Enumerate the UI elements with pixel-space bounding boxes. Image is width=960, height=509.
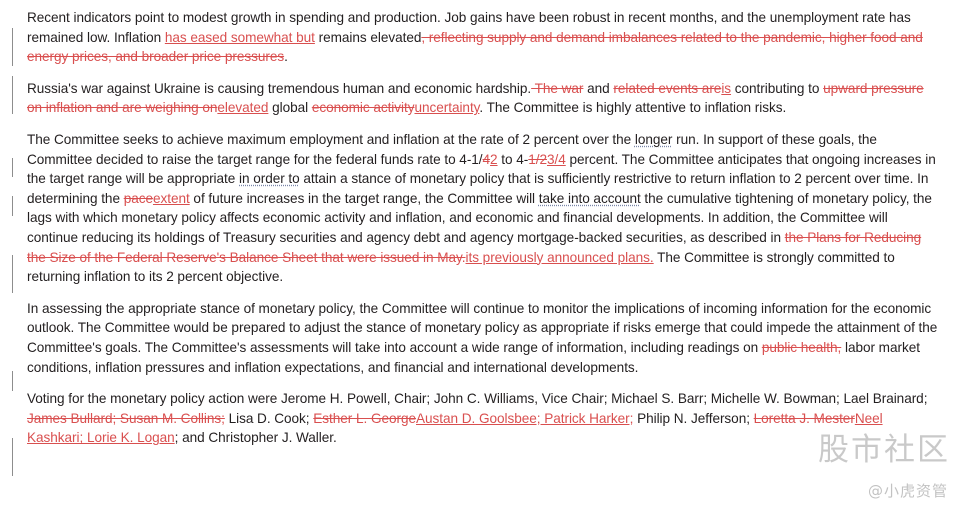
deleted-text[interactable]: pace (123, 190, 153, 206)
inserted-text[interactable]: 2 (490, 151, 498, 167)
body-text: and (583, 80, 614, 96)
format-change-text[interactable]: in order to (239, 171, 300, 187)
change-bar-margin (0, 0, 27, 509)
document-body: Recent indicators point to modest growth… (27, 8, 938, 448)
body-text: the cumulative tightening of monetary po… (27, 190, 932, 245)
deleted-text[interactable]: related events are (613, 80, 722, 96)
body-text: labor market conditions, inflation press… (27, 339, 920, 375)
body-text: remains elevated (314, 29, 422, 45)
inserted-text[interactable]: has eased somewhat but (164, 29, 315, 45)
paragraph-p2: Russia's war against Ukraine is causing … (27, 79, 938, 118)
format-change-text[interactable]: take into account (538, 190, 641, 206)
changebar-para2 (12, 76, 13, 114)
deleted-text[interactable]: the Plans for Reducing the Size of the F… (27, 229, 922, 265)
body-text: attain a stance of monetary policy that … (27, 171, 929, 206)
paragraph-p4: In assessing the appropriate stance of m… (27, 299, 938, 377)
body-text: contributing to (731, 80, 824, 96)
body-text: The Committee is strongly committed to r… (27, 249, 895, 285)
deleted-text[interactable]: 4 (482, 151, 491, 167)
deleted-text[interactable]: economic activity (311, 100, 415, 116)
changebar-para1 (12, 28, 13, 66)
paragraph-p3: The Committee seeks to achieve maximum e… (27, 130, 938, 287)
body-text: In assessing the appropriate stance of m… (27, 300, 938, 355)
body-text: Voting for the monetary policy action we… (27, 391, 928, 407)
inserted-text[interactable]: is (721, 80, 732, 96)
inserted-text[interactable]: its previously announced plans. (465, 249, 654, 265)
inserted-text[interactable]: 3/4 (547, 151, 566, 167)
watermark-handle: @小虎资管 (867, 482, 948, 500)
changebar-para3-line7 (12, 255, 13, 293)
deleted-text[interactable]: Esther L. George (313, 410, 416, 426)
changebar-para3-line2 (12, 158, 13, 177)
body-text: to 4- (497, 151, 529, 167)
format-change-text[interactable]: longer (634, 131, 673, 147)
body-text: Russia's war against Ukraine is causing … (27, 80, 532, 96)
deleted-text[interactable]: 1/2 (528, 151, 547, 167)
changebar-para5 (12, 438, 13, 476)
deleted-text[interactable]: , reflecting supply and demand imbalance… (27, 29, 923, 65)
body-text: Philip N. Jefferson; (633, 410, 754, 426)
inserted-text[interactable]: Neel Kashkari; Lorie K. Logan (27, 410, 883, 446)
paragraph-p1: Recent indicators point to modest growth… (27, 8, 938, 67)
changebar-para4-line4 (12, 371, 13, 391)
body-text: of future increases in the target range,… (189, 190, 539, 206)
changebar-para3-line4 (12, 196, 13, 216)
deleted-text[interactable]: The war (531, 80, 584, 96)
body-text: Recent indicators point to modest growth… (27, 10, 911, 45)
deleted-text[interactable]: James Bullard; Susan M. Collins; (27, 410, 225, 426)
deleted-text[interactable]: upward pressure on inflation and are wei… (27, 80, 924, 116)
body-text: run. In support of these goals, the Comm… (27, 131, 877, 167)
body-text: . The Committee is highly attentive to i… (479, 100, 787, 116)
body-text: . (284, 49, 288, 65)
inserted-text[interactable]: elevated (217, 100, 269, 116)
deleted-text[interactable]: public health, (761, 339, 842, 355)
body-text: ; and Christopher J. Waller. (174, 430, 337, 446)
paragraph-p5: Voting for the monetary policy action we… (27, 389, 938, 448)
body-text: The Committee seeks to achieve maximum e… (27, 131, 635, 147)
body-text: Lisa D. Cook; (224, 410, 314, 426)
inserted-text[interactable]: uncertainty (414, 100, 480, 116)
deleted-text[interactable]: Loretta J. Mester (753, 410, 855, 426)
body-text: global (268, 100, 312, 116)
body-text: percent. The Committee anticipates that … (27, 151, 936, 187)
inserted-text[interactable]: Austan D. Goolsbee; Patrick Harker; (416, 410, 634, 426)
inserted-text[interactable]: extent (152, 190, 190, 206)
